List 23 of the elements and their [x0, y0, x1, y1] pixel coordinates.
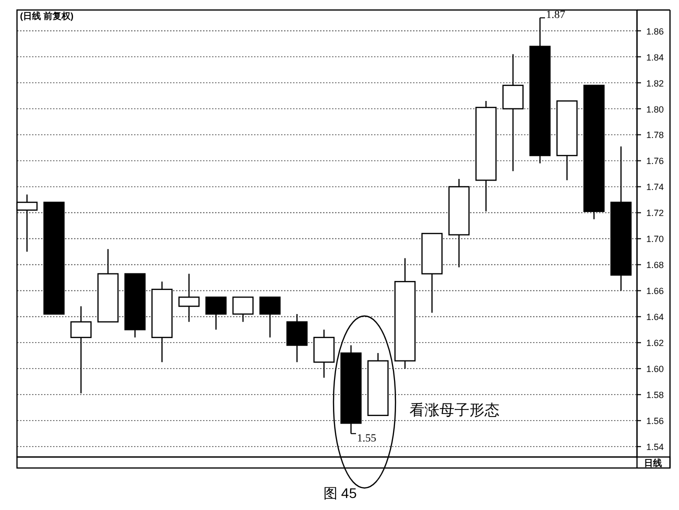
- y-tick-label: 1.72: [646, 208, 664, 218]
- y-tick-label: 1.86: [646, 26, 664, 36]
- y-tick-label: 1.68: [646, 260, 664, 270]
- y-tick-label: 1.64: [646, 312, 664, 322]
- y-tick-label: 1.60: [646, 364, 664, 374]
- y-tick-label: 1.84: [646, 52, 664, 62]
- y-tick-label: 1.82: [646, 78, 664, 88]
- annotation: 1.87: [546, 8, 566, 21]
- y-tick-label: 1.58: [646, 390, 664, 400]
- y-tick-label: 1.56: [646, 416, 664, 426]
- annotation: 1.55: [357, 432, 377, 445]
- y-tick-label: 1.66: [646, 286, 664, 296]
- y-tick-label: 1.54: [646, 442, 664, 452]
- chart-title: (日线 前复权): [20, 11, 74, 21]
- y-tick-label: 1.62: [646, 338, 664, 348]
- text: 日线: [644, 458, 662, 468]
- y-tick-label: 1.74: [646, 182, 664, 192]
- caption: 图 45: [323, 485, 357, 501]
- y-tick-label: 1.78: [646, 130, 664, 140]
- y-tick-label: 1.80: [646, 104, 664, 114]
- y-tick-label: 1.70: [646, 234, 664, 244]
- y-tick-label: 1.76: [646, 156, 664, 166]
- annotation: 看涨母子形态: [410, 402, 500, 419]
